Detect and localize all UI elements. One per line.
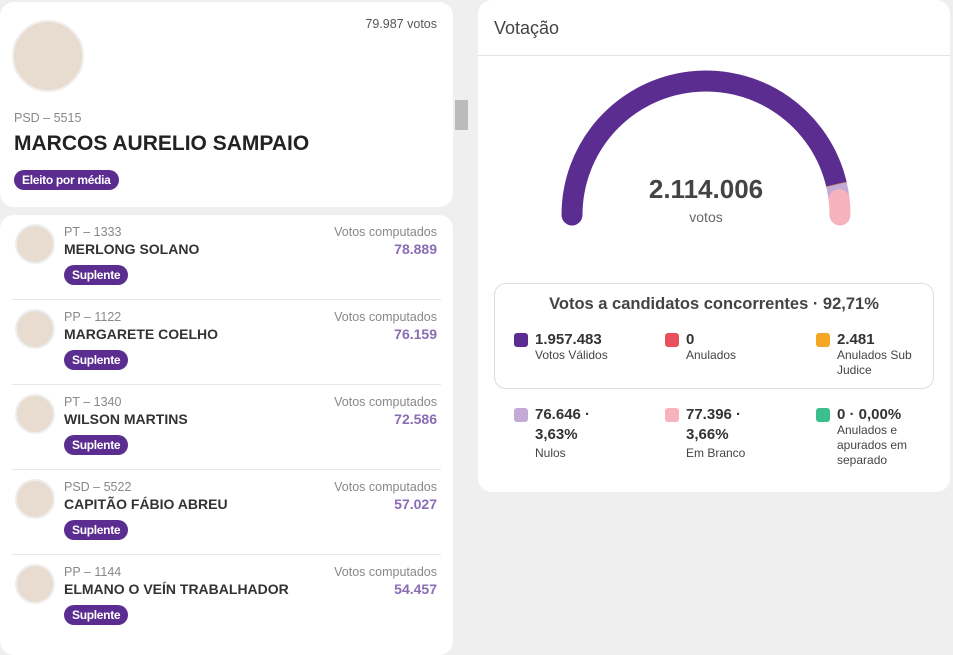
legend-swatch	[816, 333, 830, 347]
avatar	[15, 479, 55, 519]
party: PT – 1333	[64, 225, 121, 239]
votes-label: Votos computados	[334, 565, 437, 579]
box-title: Votos a candidatos concorrentes · 92,71%	[494, 295, 934, 314]
party: PP – 1122	[64, 310, 121, 324]
votes: 54.457	[277, 581, 437, 597]
votes-label: Votos computados	[334, 480, 437, 494]
candidate-name: MERLONG SOLANO	[64, 241, 199, 257]
party: PSD – 5522	[64, 480, 131, 494]
votes: 78.889	[277, 241, 437, 257]
legend-value: 2.481	[837, 330, 927, 350]
legend-value: 1.957.483	[535, 330, 625, 350]
votes-label: Votos computados	[334, 310, 437, 324]
candidate-name: WILSON MARTINS	[64, 411, 188, 427]
legend-swatch	[816, 408, 830, 422]
legend-value: 77.396 · 3,66%	[686, 405, 776, 445]
candidate-list: PT – 1333 MERLONG SOLANO Suplente Votos com…	[0, 215, 453, 655]
winner-card: 79.987 votos PSD – 5515 MARCOS AURELIO S…	[0, 2, 453, 207]
party: PT – 1340	[64, 395, 121, 409]
legend-name: Em Branco	[686, 446, 776, 461]
legend-name: Anulados Sub Judice	[837, 348, 927, 378]
winner-votes: 79.987 votos	[365, 17, 437, 31]
scrollbar-thumb[interactable]	[455, 100, 468, 130]
divider	[12, 554, 441, 555]
votes: 76.159	[277, 326, 437, 342]
total-unit: votos	[478, 209, 934, 225]
candidate-name: MARGARETE COELHO	[64, 326, 218, 342]
votes-label: Votos computados	[334, 395, 437, 409]
legend-name: Nulos	[535, 446, 625, 461]
candidate-name: CAPITÃO FÁBIO ABREU	[64, 496, 228, 512]
divider	[12, 299, 441, 300]
legend-swatch	[665, 333, 679, 347]
votes-label: Votos computados	[334, 225, 437, 239]
avatar	[15, 394, 55, 434]
votes: 57.027	[277, 496, 437, 512]
party: PSD – 5515	[14, 111, 81, 125]
legend-name: Votos Válidos	[535, 348, 625, 363]
divider	[12, 384, 441, 385]
legend-value: 0 · 0,00%	[837, 405, 927, 425]
status-badge: Suplente	[64, 435, 128, 455]
winner-name: MARCOS AURELIO SAMPAIO	[14, 132, 309, 156]
legend-swatch	[665, 408, 679, 422]
status-badge: Suplente	[64, 520, 128, 540]
avatar	[15, 224, 55, 264]
status-badge: Suplente	[64, 350, 128, 370]
votes: 72.586	[277, 411, 437, 427]
legend-swatch	[514, 333, 528, 347]
legend-value: 76.646 · 3,63%	[535, 405, 625, 445]
legend-name: Anulados	[686, 348, 776, 363]
divider	[12, 469, 441, 470]
legend-name: Anulados e apurados em separado	[837, 423, 927, 468]
total: 2.114.006	[478, 174, 934, 205]
voting-card: Votação 2.114.006 votos Votos a candidat…	[478, 0, 950, 492]
avatar	[12, 20, 84, 92]
candidate-name: ELMANO O VEÍN TRABALHADOR	[64, 581, 289, 597]
status-badge: Suplente	[64, 265, 128, 285]
avatar	[15, 564, 55, 604]
status-badge: Eleito por média	[14, 170, 119, 190]
party: PP – 1144	[64, 565, 121, 579]
legend-swatch	[514, 408, 528, 422]
avatar	[15, 309, 55, 349]
legend-value: 0	[686, 330, 776, 350]
status-badge: Suplente	[64, 605, 128, 625]
